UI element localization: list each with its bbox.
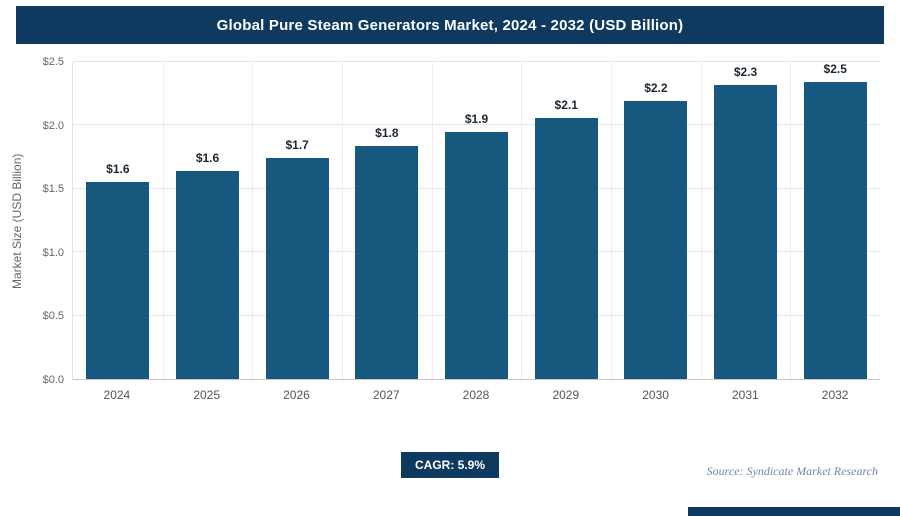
vertical-gridline [341,62,343,379]
y-axis-ticks: $0.0 $0.5 $1.0 $1.5 $2.0 $2.5 [28,56,72,386]
vertical-gridline [521,62,523,379]
x-tick-label: 2032 [821,388,849,402]
bar-column: $1.8 [342,62,432,379]
bar-value-label: $2.3 [733,64,758,79]
gridline [73,124,880,126]
chart-footer: CAGR: 5.9% Source: Syndicate Market Rese… [0,410,900,516]
y-axis-title: Market Size (USD Billion) [10,153,24,289]
x-tick-label: 2028 [462,388,490,402]
chart-page: Global Pure Steam Generators Market, 202… [0,6,900,516]
bar [714,84,777,379]
bar-value-label: $1.8 [375,125,399,140]
y-tick-label: $2.0 [42,119,64,132]
vertical-gridline [431,62,433,379]
x-tick-label: 2025 [193,388,221,402]
x-tick-label: 2026 [283,388,310,402]
x-tick-label: 2024 [103,388,131,402]
bar-value-label: $2.5 [823,62,847,76]
y-tick-label: $0.5 [42,310,64,323]
bar [534,117,598,379]
source-text: Source: Syndicate Market Research [706,464,878,478]
plot-area: $1.6 $1.6 $1.7 $1.8 $1.9 $2.1 $2.2 $2.3 $2.5 [72,61,880,380]
bar [624,101,688,379]
bar-column: $2.5 [790,62,880,379]
x-tick-label: 2029 [552,388,580,402]
cagr-badge: CAGR: 5.9% [400,452,500,478]
vertical-gridline [162,62,164,379]
bar-column: $2.3 [701,62,791,379]
bottom-accent-bar [688,507,900,516]
bar-value-label: $1.6 [195,151,220,166]
bar-value-label: $2.1 [554,97,578,112]
bar-value-label: $1.9 [464,111,489,126]
vertical-gridline [252,62,254,379]
x-tick-label: 2031 [732,388,759,402]
bars-container: $1.6 $1.6 $1.7 $1.8 $1.9 $2.1 $2.2 $2.3 $2.5 [73,62,880,379]
bar-value-label: $1.7 [285,138,309,153]
bar-column: $2.1 [521,62,611,379]
bar-column: $1.7 [252,62,342,379]
bar-column: $1.9 [432,62,522,379]
bar-value-label: $2.2 [644,81,668,96]
x-tick-label: 2027 [372,388,400,402]
y-tick-label: $0.0 [42,374,64,386]
bar [445,131,508,379]
bar-value-label: $1.6 [106,162,130,177]
bar [176,171,239,379]
bar-column: $1.6 [73,62,163,379]
x-axis-labels: 2024 2025 2026 2027 2028 2029 2030 2031 2032 [72,380,880,410]
vertical-gridline [790,62,792,379]
bar-column: $2.2 [611,62,701,379]
y-tick-label: $2.5 [42,56,64,68]
vertical-gridline [700,62,702,379]
vertical-gridline [610,62,612,379]
chart-area: Market Size (USD Billion) $0.0 $0.5 $1.0 $1… [6,56,880,410]
y-tick-label: $1.0 [42,246,64,259]
bar-column: $1.6 [163,62,253,379]
gridline [73,61,880,62]
bar [265,158,329,379]
bar [355,145,419,379]
chart-title: Global Pure Steam Generators Market, 202… [216,16,684,34]
chart-title-bar: Global Pure Steam Generators Market, 202… [16,6,884,44]
y-tick-label: $1.5 [42,183,64,196]
bar [86,182,150,379]
bar [803,82,867,379]
x-tick-label: 2030 [642,388,669,402]
